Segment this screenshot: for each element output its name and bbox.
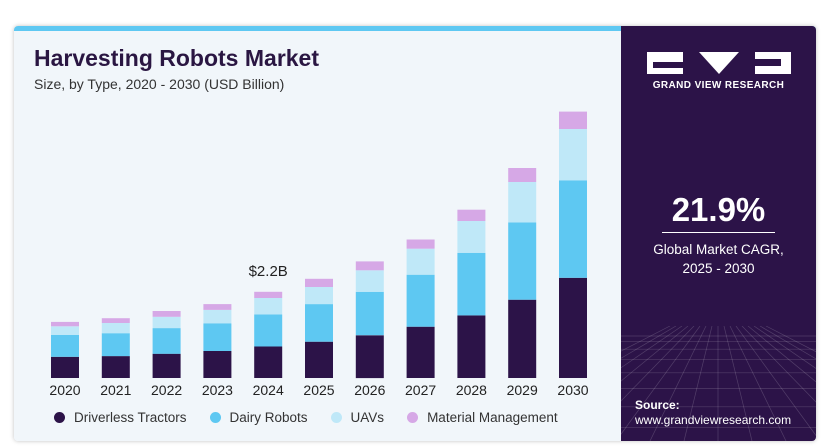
- bar-segment-uavs-2024: [254, 298, 283, 315]
- source-url[interactable]: www.grandviewresearch.com: [635, 413, 792, 427]
- legend-label-driverless-tractors: Driverless Tractors: [74, 410, 187, 425]
- bar-segment-driverless-tractors-2025: [305, 341, 333, 378]
- bar-segment-material-management-2026: [355, 261, 384, 271]
- top-accent-stripe: [14, 26, 816, 31]
- legend-label-dairy-robots: Dairy Robots: [229, 410, 308, 425]
- bar-segment-dairy-robots-2029: [508, 222, 537, 300]
- bar-segment-uavs-2026: [355, 270, 384, 292]
- bar-segment-dairy-robots-2025: [305, 304, 333, 342]
- source-note: Source: www.grandviewresearch.com: [635, 398, 791, 428]
- brand-name: GRAND VIEW RESEARCH: [652, 80, 785, 91]
- bar-segment-driverless-tractors-2020: [51, 356, 79, 378]
- gvr-logo-icon: [647, 52, 791, 74]
- bar-segment-dairy-robots-2020: [51, 334, 79, 357]
- cagr-label-line2: 2025 - 2030: [682, 261, 755, 276]
- legend-item-driverless-tractors: Driverless Tractors: [54, 410, 187, 425]
- bar-segment-driverless-tractors-2030: [559, 277, 587, 378]
- bar-segment-material-management-2027: [406, 239, 435, 249]
- bar-segment-dairy-robots-2022: [152, 328, 181, 354]
- legend-label-uavs: UAVs: [350, 410, 385, 425]
- x-tick-label-2030: 2030: [557, 382, 588, 398]
- x-tick-label-2027: 2027: [405, 382, 436, 398]
- legend-label-material-management: Material Management: [427, 410, 558, 425]
- bar-segment-dairy-robots-2021: [101, 333, 130, 357]
- stacked-bar-chart: 2020 2021 2022 2023 2024 $2.2B 2025 2026 2027 202…: [49, 111, 589, 398]
- bar-segment-uavs-2020: [51, 326, 79, 335]
- x-tick-label-2020: 2020: [49, 382, 80, 398]
- data-annotation-2024: $2.2B: [249, 263, 288, 280]
- bar-segment-dairy-robots-2027: [406, 274, 435, 327]
- bar-segment-material-management-2025: [305, 278, 333, 287]
- bar-segment-uavs-2023: [203, 309, 232, 324]
- bar-segment-uavs-2027: [406, 248, 435, 275]
- bar-segment-dairy-robots-2023: [203, 323, 232, 351]
- chart-subtitle: Size, by Type, 2020 - 2030 (USD Billion): [34, 76, 285, 92]
- legend-item-dairy-robots: Dairy Robots: [209, 410, 308, 425]
- chart-legend: Driverless Tractors Dairy Robots UAVs Mater…: [54, 410, 581, 425]
- chart-title: Harvesting Robots Market: [34, 45, 320, 71]
- bar-segment-material-management-2023: [203, 304, 232, 310]
- bar-segment-dairy-robots-2028: [457, 252, 486, 316]
- bar-segment-dairy-robots-2026: [355, 291, 384, 336]
- bar-segment-driverless-tractors-2026: [355, 335, 384, 379]
- decorative-grid-graphic: [621, 326, 816, 441]
- bar-segment-driverless-tractors-2024: [254, 346, 283, 378]
- bar-segment-driverless-tractors-2028: [457, 315, 486, 378]
- legend-swatch-material-management: [407, 412, 419, 423]
- bar-segment-driverless-tractors-2021: [101, 356, 130, 378]
- bar-segment-uavs-2025: [305, 287, 333, 305]
- bar-segment-material-management-2030: [559, 111, 587, 129]
- brand-panel: GRAND VIEW RESEARCH 21.9% Global Market …: [621, 26, 816, 441]
- bar-segment-driverless-tractors-2022: [152, 353, 181, 378]
- x-tick-label-2029: 2029: [507, 382, 538, 398]
- bar-segment-uavs-2022: [152, 316, 181, 329]
- bar-segment-material-management-2022: [152, 311, 181, 317]
- cagr-label: Global Market CAGR, 2025 - 2030: [621, 240, 816, 278]
- bar-segment-uavs-2028: [457, 221, 486, 253]
- cagr-divider: [662, 232, 775, 233]
- legend-swatch-driverless-tractors: [54, 412, 65, 423]
- legend-item-uavs: UAVs: [330, 410, 385, 425]
- bar-segment-driverless-tractors-2027: [406, 326, 435, 378]
- chart-card: Harvesting Robots Market Size, by Type, …: [14, 26, 816, 441]
- legend-swatch-dairy-robots: [209, 412, 221, 423]
- bar-segment-material-management-2020: [51, 321, 79, 327]
- legend-swatch-uavs: [330, 412, 342, 423]
- x-tick-label-2028: 2028: [456, 382, 487, 398]
- bar-segment-material-management-2028: [457, 209, 486, 221]
- bar-segment-dairy-robots-2024: [254, 314, 283, 347]
- bar-segment-driverless-tractors-2029: [508, 299, 537, 378]
- bar-segment-material-management-2024: [254, 291, 283, 298]
- bar-segment-uavs-2021: [101, 322, 130, 334]
- cagr-label-line1: Global Market CAGR,: [653, 242, 784, 257]
- bar-segment-material-management-2021: [101, 318, 130, 323]
- source-title: Source:: [635, 398, 680, 412]
- x-tick-label-2024: 2024: [253, 382, 284, 398]
- x-tick-label-2021: 2021: [100, 382, 131, 398]
- x-tick-label-2025: 2025: [303, 382, 334, 398]
- bar-segment-dairy-robots-2030: [559, 180, 587, 278]
- x-tick-label-2022: 2022: [151, 382, 182, 398]
- bar-segment-uavs-2030: [559, 129, 587, 181]
- bar-segment-material-management-2029: [508, 168, 537, 182]
- legend-item-material-management: Material Management: [407, 410, 558, 425]
- x-tick-label-2023: 2023: [202, 382, 233, 398]
- cagr-value: 21.9%: [671, 191, 766, 228]
- x-tick-label-2026: 2026: [354, 382, 385, 398]
- bar-segment-driverless-tractors-2023: [203, 351, 232, 378]
- bar-segment-uavs-2029: [508, 182, 537, 223]
